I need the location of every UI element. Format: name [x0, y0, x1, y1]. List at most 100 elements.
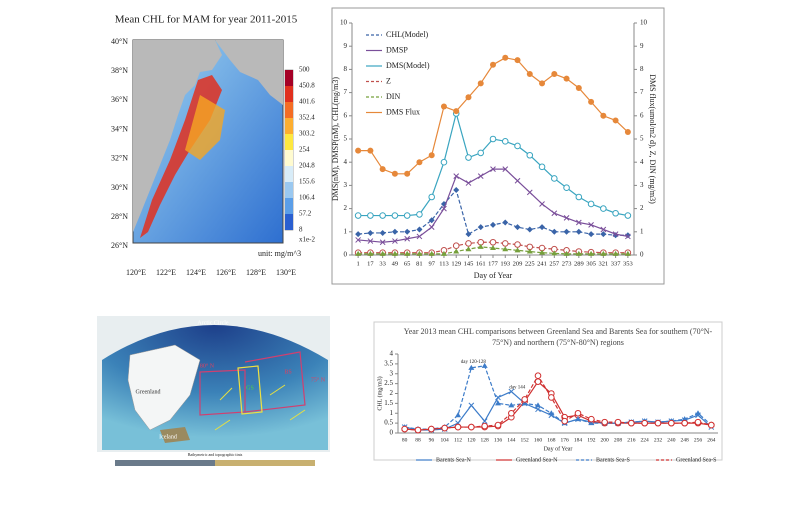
y2-tick-label: 2 [640, 204, 644, 212]
y-tick-label: 7 [344, 88, 348, 96]
x-tick-label: 321 [598, 260, 608, 267]
point [502, 54, 509, 61]
point [526, 226, 533, 233]
point [600, 226, 607, 233]
x-tick-label: 49 [392, 260, 399, 267]
series-line [404, 390, 712, 431]
map-label: GS [246, 385, 254, 391]
point [600, 112, 607, 119]
map-label: 80° N [200, 362, 215, 369]
x-tick-label: 88 [415, 437, 421, 443]
point [416, 233, 423, 240]
point [551, 210, 558, 217]
y-tick-label: 0.5 [384, 419, 393, 427]
map-top-labels: 40°N 38°N 36°N 34°N 32°N 30°N 28°N 26°N 120°E 122… [111, 37, 315, 277]
point [453, 173, 460, 179]
point [468, 364, 475, 370]
point [624, 232, 631, 239]
arrow [214, 419, 231, 431]
point [526, 248, 533, 254]
annotation: day 144 [509, 386, 525, 391]
legend-label: DMSP [386, 45, 408, 54]
point [392, 238, 398, 244]
point [563, 215, 570, 221]
point [535, 402, 541, 408]
y-tick-label: 8 [344, 65, 348, 73]
point [428, 217, 435, 224]
colorbar-label: 401.6 [299, 98, 315, 106]
lon-label: 124°E [186, 268, 206, 277]
point [551, 250, 558, 256]
point [588, 415, 595, 423]
point [404, 250, 411, 256]
point [367, 147, 374, 154]
point [551, 228, 558, 235]
x-tick-label: 81 [416, 260, 423, 267]
legend-label: DIN [386, 92, 400, 101]
point [575, 193, 583, 201]
x-tick-label: 225 [525, 260, 535, 267]
point [494, 421, 502, 429]
point [614, 418, 622, 426]
x-tick-label: 256 [694, 437, 703, 443]
point [612, 209, 619, 217]
map-label: 75° N [311, 376, 326, 383]
point [526, 151, 534, 159]
point [481, 362, 488, 368]
point [453, 108, 460, 115]
mid-chl [185, 95, 225, 160]
y-axis-label: DMS(nM), DMSP(nM), CHL(mg/m3) [331, 77, 340, 201]
y-axis-label: CHL (mg/m3) [376, 376, 383, 410]
y-tick-label: 4 [390, 350, 394, 358]
point [534, 372, 542, 380]
point [535, 406, 541, 413]
point [641, 419, 648, 427]
legend-label: Greenland Sea-S [676, 457, 717, 463]
point [379, 239, 386, 246]
point [502, 219, 509, 226]
point [612, 231, 619, 237]
x-tick-label: 184 [574, 437, 583, 443]
point [514, 241, 521, 248]
cb-seg [285, 182, 293, 198]
y-tick-label: 1.5 [384, 399, 393, 407]
point [501, 138, 509, 145]
arrow [219, 387, 233, 401]
point [440, 103, 447, 110]
annotation: day 120-128 [461, 360, 487, 365]
y2-tick-label: 5 [640, 135, 644, 143]
point [628, 419, 635, 427]
iceland [160, 427, 190, 443]
series [354, 110, 632, 219]
point [379, 212, 386, 219]
y-tick-label: 0 [344, 251, 348, 259]
y-tick-label: 3.5 [384, 359, 393, 367]
point [440, 250, 447, 256]
y2-tick-label: 0 [640, 251, 644, 259]
x-tick-label: 257 [549, 260, 560, 267]
x-tick-label: 129 [451, 260, 461, 267]
point [404, 170, 411, 177]
map-bottom-labels: Arctic Circle Greenland 80° N GS BS 75° N Icel… [136, 320, 326, 457]
series [401, 388, 715, 433]
point [481, 422, 488, 430]
lat-label: 38°N [111, 66, 128, 75]
y2-tick-label: 4 [640, 158, 644, 166]
regions [199, 351, 306, 416]
point [355, 250, 362, 256]
colorbar-label: 106.4 [299, 194, 315, 202]
x-tick-label: 264 [707, 437, 716, 443]
x-tick-label: 160 [534, 437, 543, 443]
x-tick-label: 177 [488, 260, 499, 267]
point [612, 117, 619, 124]
point [465, 240, 472, 247]
point [477, 243, 484, 249]
colorbar-label: 303.2 [299, 130, 315, 138]
legend-label: Barents Sea-N [436, 457, 471, 463]
point [574, 409, 582, 417]
point [508, 409, 515, 417]
x-tick-label: 152 [521, 437, 530, 443]
legend-label: DMS(Model) [386, 61, 430, 70]
point [495, 400, 501, 406]
